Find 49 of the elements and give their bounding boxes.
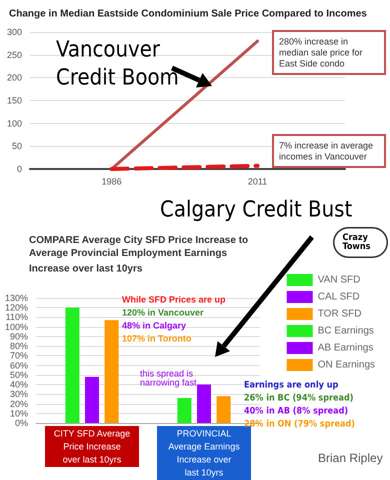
- chart-title: COMPARE Average City SFD Price Increase to Average Provincial Employment Earnings: [29, 235, 251, 259]
- legend-label: TOR SFD: [318, 308, 362, 320]
- legend-label: AB Earnings: [318, 342, 374, 354]
- annotation: 40% in AB (8% spread): [244, 406, 348, 416]
- y-tick-label: 130%: [4, 293, 28, 303]
- y-tick-label: 100: [6, 118, 22, 128]
- annotation: 280% increase in median sale price for East Side condo: [279, 36, 366, 68]
- y-tick-label: 80%: [10, 341, 28, 352]
- annotation: 120% in Vancouver: [122, 308, 204, 318]
- text: Crazy Towns: [342, 233, 371, 252]
- legend-label: CAL SFD: [318, 292, 360, 302]
- legend-label: ON Earnings: [318, 360, 376, 370]
- chart-subtitle: Increase over last 10yrs: [29, 264, 143, 274]
- y-tick-label: 90%: [10, 331, 28, 342]
- annotation: 26% in BC (94% spread): [244, 394, 354, 404]
- annotation: 7% increase in average incomes in Vancouver: [279, 140, 376, 162]
- y-tick-label: 300: [6, 27, 22, 37]
- y-tick-label: 10%: [10, 408, 28, 418]
- chart-title: Change in Median Eastside Condominium Sale Price Compared to Incomes: [9, 8, 368, 20]
- y-tick-label: 150: [6, 96, 22, 106]
- y-tick-label: 120%: [4, 302, 28, 313]
- x-tick-label: CITY SFD Average Price Increase over last 10yrs: [54, 428, 130, 464]
- y-tick-label: 250: [6, 50, 22, 60]
- x-tick-label: 2011: [248, 176, 268, 186]
- y-tick-label: 50%: [10, 370, 28, 380]
- y-tick-label: 200: [6, 72, 22, 83]
- y-tick-label: 30%: [10, 389, 28, 400]
- y-tick-label: 60%: [10, 360, 28, 370]
- annotation: Earnings are only up: [244, 380, 338, 390]
- annotation: 107% in Toronto: [122, 334, 192, 344]
- legend-label: BC Earnings: [318, 326, 374, 336]
- text: Brian Ripley: [318, 451, 383, 465]
- annotation: 48% in Calgary: [122, 320, 186, 330]
- y-tick-label: 0: [16, 164, 22, 174]
- legend-label: VAN SFD: [318, 274, 360, 286]
- annotation: Vancouver Credit Boom: [56, 38, 179, 90]
- y-tick-label: 20%: [10, 398, 28, 409]
- annotation: While SFD Prices are up: [122, 294, 226, 304]
- x-tick-label: 1986: [102, 176, 122, 186]
- y-tick-label: 70%: [10, 350, 28, 361]
- text: Calgary Credit Bust: [160, 198, 352, 222]
- y-tick-label: 40%: [10, 380, 28, 390]
- y-tick-label: 100%: [4, 322, 28, 332]
- y-tick-label: 110%: [6, 312, 28, 322]
- x-tick-label: PROVINCIAL Average Earnings Increase over last 10yrs: [168, 428, 240, 478]
- annotation: this spread is narrowing fast: [140, 368, 198, 388]
- annotation: 28% in ON (79% spread): [244, 420, 355, 430]
- y-tick-label: 50: [12, 141, 22, 152]
- y-tick-label: 0%: [14, 418, 28, 428]
